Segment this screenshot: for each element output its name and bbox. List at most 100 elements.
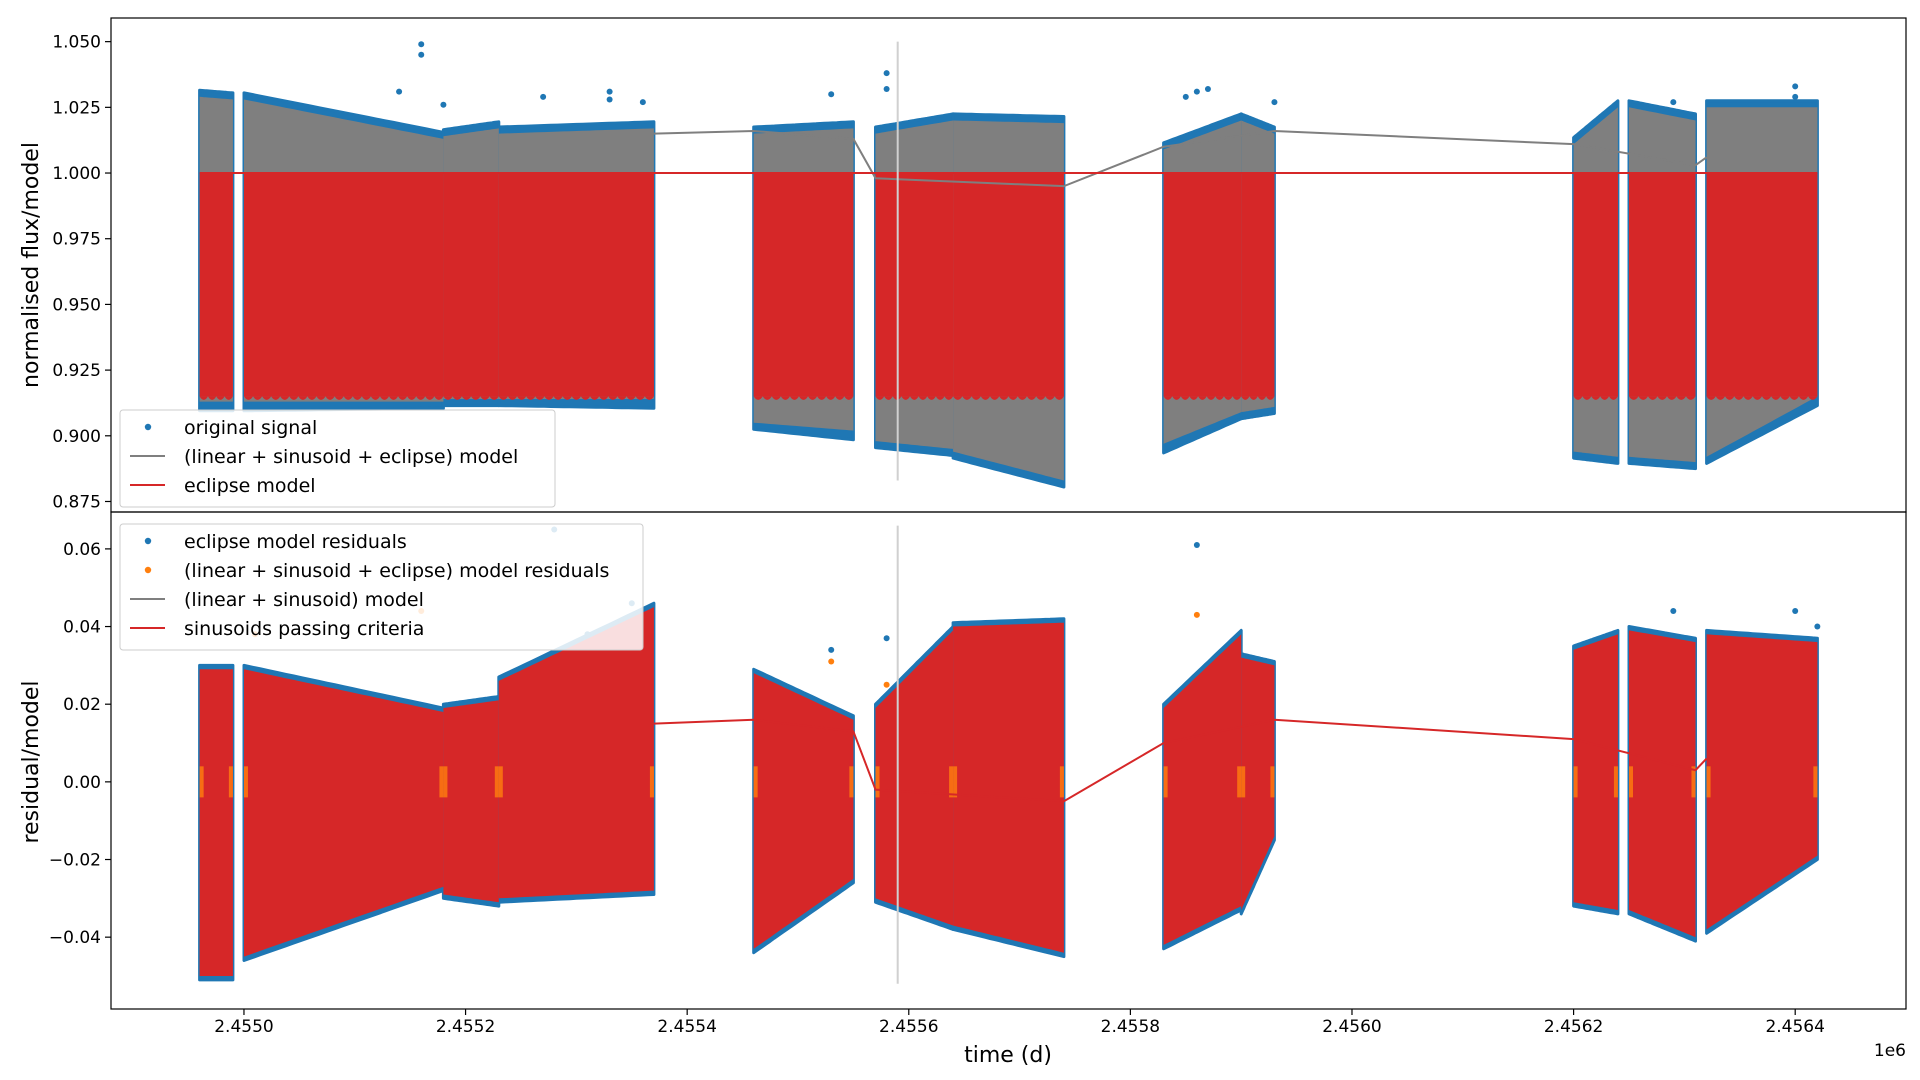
bottom-legend-label: (linear + sinusoid + eclipse) model resi… [184, 560, 609, 582]
full-model-residual-series [649, 766, 654, 798]
bottom-panel-legend: eclipse model residuals (linear + sinusoi… [119, 523, 644, 651]
full-model-residual-series [243, 766, 248, 798]
bottom-legend-box [119, 523, 644, 651]
top-y-tick-label: 1.000 [52, 164, 101, 184]
original-signal-point [1271, 99, 1278, 106]
top-legend-box [119, 409, 556, 508]
eclipse-residual-point [1792, 608, 1799, 615]
eclipse-model-series [443, 173, 499, 397]
original-signal-point [1182, 93, 1189, 100]
bottom-y-tick-label: 0.00 [63, 773, 101, 793]
bottom-panel-plot-area [198, 525, 1821, 984]
full-model-residual-series [228, 766, 233, 798]
eclipse-model-dip [443, 396, 499, 400]
original-signal-point [883, 70, 890, 77]
bottom-legend-label: (linear + sinusoid) model [184, 589, 424, 611]
original-signal-point [639, 99, 646, 106]
top-panel-ylabel: normalised flux/model [19, 142, 44, 388]
eclipse-model-series [1628, 173, 1696, 397]
original-signal-point [606, 88, 613, 95]
bottom-y-tick-label: −0.04 [49, 928, 101, 948]
full-model-residual-series [875, 766, 880, 798]
full-model-residual-series [498, 766, 503, 798]
bottom-legend-label: sinusoids passing criteria [184, 618, 424, 640]
top-legend-marker [144, 423, 152, 431]
sinusoids-passing-series [1573, 634, 1618, 910]
original-signal-point [1204, 85, 1211, 92]
full-model-line [653, 129, 1708, 188]
top-y-tick-label: 0.975 [52, 230, 101, 250]
bottom-panel-frame [110, 511, 1907, 1010]
top-legend-label: original signal [184, 417, 317, 439]
eclipse-model-dip [753, 396, 854, 400]
eclipse-model-series [199, 173, 233, 397]
x-offset-label: 1e6 [1874, 1041, 1906, 1061]
top-y-tick-label: 1.050 [52, 33, 101, 53]
eclipse-residual-point [828, 646, 835, 653]
top-panel-plot-area [198, 41, 1819, 489]
x-tick-label: 2.4564 [1765, 1017, 1824, 1037]
bottom-legend-label: eclipse model residuals [184, 531, 407, 553]
x-tick-label: 2.4550 [214, 1017, 273, 1037]
full-model-residual-point [883, 681, 890, 688]
eclipse-residual-point [883, 635, 890, 642]
top-panel: 0.875 0.900 0.925 0.950 0.975 1.000 1.025 1.050… [19, 17, 1907, 513]
bottom-y-tick-label: 0.06 [63, 540, 101, 560]
full-model-residual-series [1059, 766, 1064, 798]
full-model-residual-series [494, 766, 499, 798]
x-tick-label: 2.4562 [1544, 1017, 1603, 1037]
sinusoids-passing-line [653, 718, 1708, 803]
eclipse-residual-point [1193, 542, 1200, 549]
top-y-tick-label: 0.925 [52, 361, 101, 381]
top-legend-label: (linear + sinusoid + eclipse) model [184, 446, 518, 468]
full-model-residual-series [1573, 766, 1578, 798]
eclipse-model-dip [1241, 396, 1275, 400]
x-tick-label: 2.4556 [879, 1017, 938, 1037]
top-y-tick-label: 0.875 [52, 492, 101, 512]
original-signal-point [440, 101, 447, 108]
top-y-tick-label: 0.950 [52, 295, 101, 315]
bottom-panel-ylabel: residual/model [19, 680, 44, 843]
eclipse-residual-point [1814, 623, 1821, 630]
eclipse-model-series [953, 173, 1064, 397]
eclipse-model-series [498, 173, 654, 397]
bottom-legend-marker [144, 566, 152, 574]
original-signal-point [540, 93, 547, 100]
original-signal-point [418, 51, 425, 58]
eclipse-model-dip [1573, 396, 1618, 400]
full-model-residual-series [1706, 766, 1711, 798]
eclipse-model-series [1573, 173, 1618, 397]
full-model-residual-series [1613, 766, 1618, 798]
x-axis-ticks: 2.4550 2.4552 2.4554 2.4556 2.4558 2.4560 2.45… [214, 1009, 1825, 1037]
original-signal-point [828, 91, 835, 98]
eclipse-model-dip [1706, 396, 1818, 400]
eclipse-residual-point [1670, 608, 1677, 615]
eclipse-model-series [753, 173, 854, 397]
full-model-residual-series [1241, 766, 1246, 798]
sinusoids-passing-series [199, 669, 233, 976]
full-model-residual-point [828, 658, 835, 665]
bottom-panel: −0.04 −0.02 0.00 0.02 0.04 0.06 residual/mode… [19, 511, 1907, 1010]
x-tick-label: 2.4560 [1322, 1017, 1381, 1037]
eclipse-model-dip [243, 396, 444, 400]
sinusoids-passing-series [1163, 634, 1242, 945]
full-model-residual-series [199, 766, 204, 798]
bottom-panel-y-ticks: −0.04 −0.02 0.00 0.02 0.04 0.06 [49, 540, 111, 948]
sinusoids-passing-series [244, 669, 444, 957]
full-model-residual-series [1628, 766, 1633, 798]
full-model-residual-series [1163, 766, 1168, 798]
eclipse-model-series [1241, 173, 1275, 397]
eclipse-model-series [875, 173, 954, 397]
top-y-tick-label: 1.025 [52, 98, 101, 118]
top-y-tick-label: 0.900 [52, 427, 101, 447]
original-signal-point [1193, 88, 1200, 95]
x-axis-label: time (d) [964, 1043, 1052, 1068]
top-legend-label: eclipse model [184, 475, 316, 497]
full-model-residual-series [953, 766, 958, 798]
sinusoids-passing-series [753, 673, 854, 949]
eclipse-model-dip [1628, 396, 1696, 400]
original-signal-point [1792, 93, 1799, 100]
sinusoids-passing-series [1706, 634, 1818, 930]
full-model-residual-point [1193, 611, 1200, 618]
eclipse-model-dip [1163, 396, 1242, 400]
